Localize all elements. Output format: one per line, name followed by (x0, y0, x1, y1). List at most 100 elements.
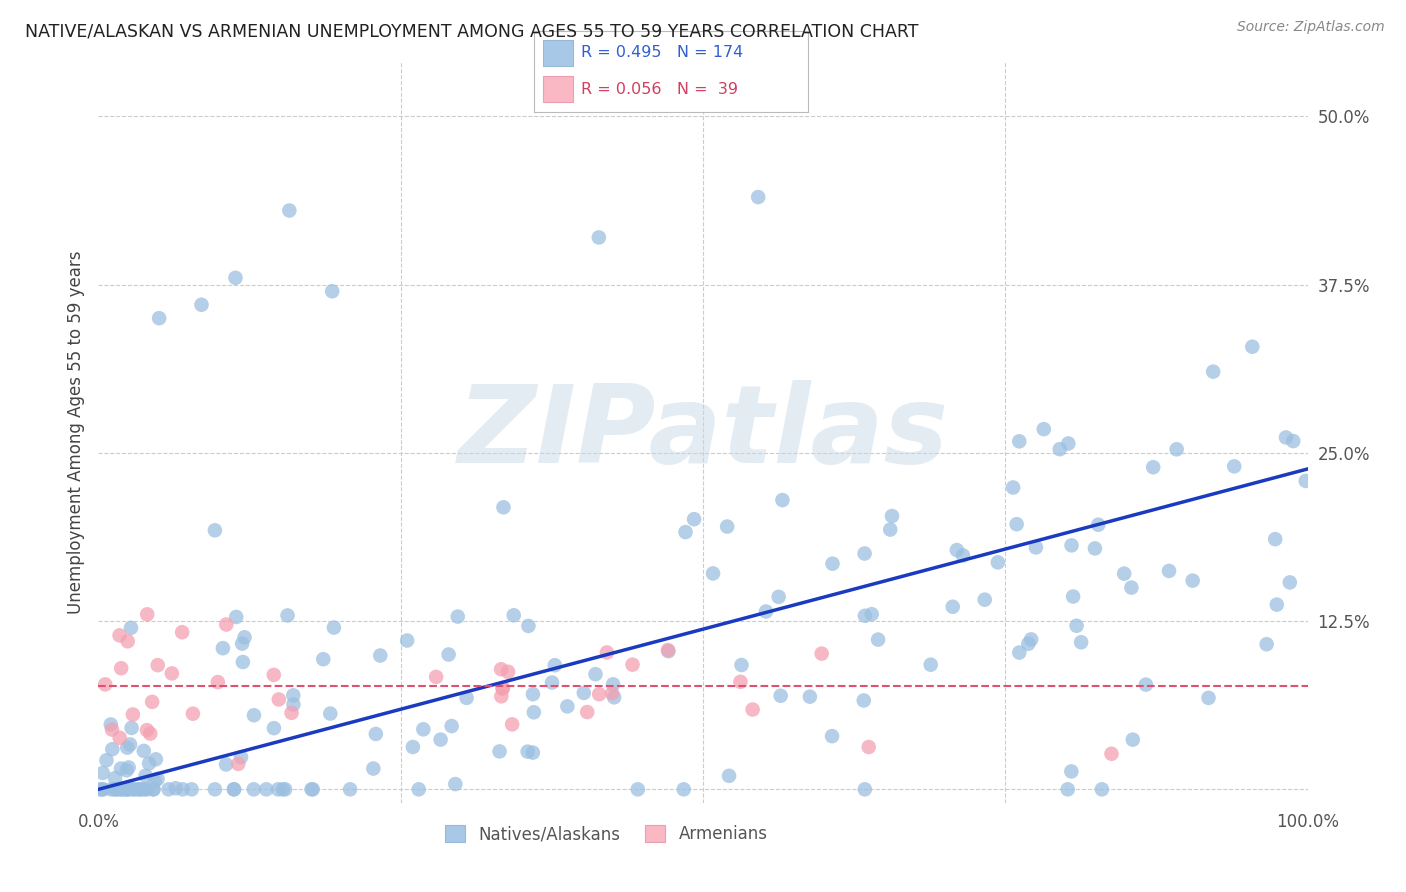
Point (115, 764, 138, 778)
Point (145, 752, 167, 766)
Point (1060, 538, 1083, 552)
Point (122, 782, 145, 797)
Point (207, 675, 229, 690)
Point (172, 782, 194, 797)
Point (1032, 422, 1054, 436)
Point (136, 607, 159, 622)
Point (942, 599, 965, 614)
Point (128, 782, 150, 797)
Point (853, 547, 876, 561)
Point (100, 782, 122, 797)
Point (408, 782, 430, 797)
Point (437, 648, 460, 662)
Point (180, 782, 202, 797)
Point (132, 744, 155, 758)
Point (117, 634, 139, 648)
Point (860, 607, 883, 622)
Point (226, 756, 249, 771)
Point (1114, 566, 1136, 581)
Point (672, 782, 695, 797)
Text: NATIVE/ALASKAN VS ARMENIAN UNEMPLOYMENT AMONG AGES 55 TO 59 YEARS CORRELATION CH: NATIVE/ALASKAN VS ARMENIAN UNEMPLOYMENT … (25, 22, 918, 40)
Point (1265, 598, 1288, 612)
Point (274, 782, 297, 797)
Point (231, 637, 253, 651)
Point (1181, 574, 1204, 588)
Point (94, 677, 117, 691)
Point (425, 670, 447, 684)
Point (456, 690, 478, 705)
Point (1122, 732, 1144, 747)
Point (283, 689, 305, 703)
Bar (543, 40, 572, 66)
Point (135, 769, 157, 783)
Point (120, 621, 142, 635)
Point (215, 757, 238, 772)
Point (588, 230, 610, 244)
Point (858, 739, 880, 754)
Point (1101, 747, 1123, 761)
Point (160, 666, 183, 681)
Point (128, 782, 150, 797)
Point (702, 566, 724, 581)
Point (91, 782, 114, 797)
Point (447, 609, 470, 624)
Point (596, 645, 619, 659)
Point (489, 662, 512, 676)
Point (810, 647, 832, 661)
Point (1256, 637, 1278, 651)
Point (271, 782, 294, 797)
Point (224, 270, 246, 285)
Point (121, 707, 143, 722)
Y-axis label: Unemployment Among Ages 55 to 59 years: Unemployment Among Ages 55 to 59 years (66, 251, 84, 615)
Point (770, 493, 793, 508)
Point (172, 625, 194, 640)
Point (1241, 340, 1264, 354)
Point (104, 782, 127, 797)
Point (104, 771, 127, 785)
Point (1087, 517, 1109, 532)
Point (100, 717, 122, 731)
Point (741, 702, 763, 716)
Point (1202, 365, 1225, 379)
Point (368, 648, 391, 663)
Point (718, 769, 741, 783)
Point (277, 608, 299, 623)
Point (322, 621, 344, 635)
Point (117, 760, 139, 774)
Point (339, 782, 361, 797)
Point (1060, 764, 1083, 779)
Point (585, 667, 607, 681)
Point (263, 721, 285, 735)
Point (108, 628, 131, 642)
Point (952, 549, 974, 563)
Point (440, 719, 463, 733)
Point (444, 777, 467, 791)
Point (1142, 460, 1164, 475)
Point (675, 525, 697, 540)
Point (89, 782, 111, 797)
Point (233, 630, 256, 644)
Point (1008, 434, 1031, 449)
Point (412, 723, 434, 737)
Point (134, 782, 156, 797)
Point (852, 693, 875, 707)
Point (747, 190, 769, 204)
Point (879, 523, 901, 537)
Point (496, 665, 519, 679)
Point (204, 782, 226, 797)
Point (402, 739, 425, 754)
Point (572, 686, 595, 700)
Point (224, 782, 246, 797)
Point (683, 512, 706, 526)
Point (321, 285, 343, 299)
Point (755, 605, 778, 619)
Point (1057, 436, 1080, 450)
Point (222, 782, 245, 797)
Point (215, 617, 238, 632)
Point (799, 690, 821, 704)
Point (880, 509, 903, 524)
Point (91, 782, 114, 797)
Point (868, 632, 890, 647)
Point (920, 657, 942, 672)
Point (142, 782, 165, 797)
